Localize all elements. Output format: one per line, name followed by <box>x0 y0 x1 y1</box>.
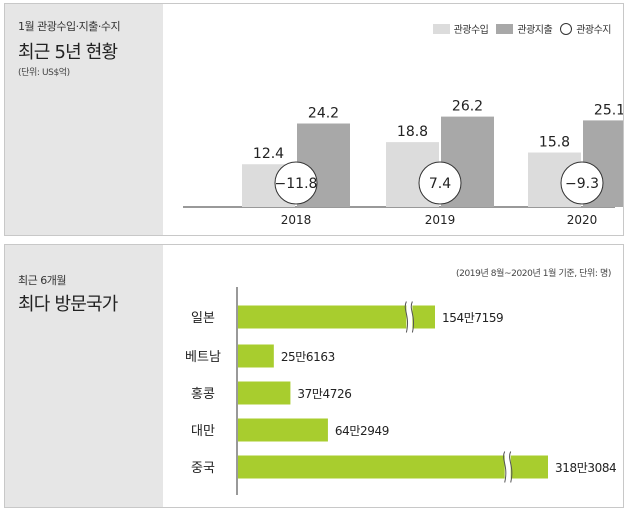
period-note: (2019년 8월~2020년 1월 기준, 단위: 명) <box>456 269 611 279</box>
bar-value-label: 24.2 <box>308 106 339 122</box>
country-bar <box>238 305 435 329</box>
panel-title: 최다 방문국가 <box>18 294 118 315</box>
country-label: 홍콩 <box>191 387 215 402</box>
unit-label: (단위: US$억) <box>18 68 70 78</box>
panel-sidebar: 최근 6개월 최다 방문국가 <box>5 245 163 507</box>
vertical-bar-chart: 12.4 24.2 −11.8 2018 18.8 26.2 7.4 2019 15.8 25.1… <box>183 99 623 227</box>
country-bar <box>238 381 291 405</box>
bar-value-label: 25.1 <box>594 102 623 118</box>
top-visitor-countries-panel: 최근 6개월 최다 방문국가 (2019년 8월~2020년 1월 기준, 단위… <box>4 244 624 508</box>
horizontal-bar-chart: 일본 154만7159 베트남 25만6163 홍콩 37만4726 대만 64만2949 중국… <box>185 287 617 495</box>
country-bar <box>238 455 548 479</box>
legend-item-expense: 관광지출 <box>496 21 553 36</box>
axis-break-gap <box>406 301 413 333</box>
bar-value-label: 15.8 <box>539 134 570 150</box>
bar-value-label: 64만2949 <box>335 424 389 438</box>
axis-break-gap <box>504 451 511 483</box>
bar-value-label: 25만6163 <box>281 350 335 364</box>
legend-item-income: 관광수입 <box>432 21 489 36</box>
axis-break-mark <box>404 301 409 333</box>
balance-circle <box>274 161 318 205</box>
legend-label: 관광수입 <box>453 25 489 36</box>
panel-subtitle: 1월 관광수입·지출·수지 <box>18 20 121 33</box>
balance-circle <box>560 161 604 205</box>
country-label: 일본 <box>191 311 215 326</box>
bar-value-label: 37만4726 <box>297 387 351 401</box>
balance-value-label: 7.4 <box>429 176 451 192</box>
legend-item-balance: 관광수지 <box>560 21 611 36</box>
country-label: 대만 <box>191 424 215 439</box>
balance-value-label: −9.3 <box>565 176 599 192</box>
bar-value-label: 18.8 <box>397 124 428 140</box>
country-label: 베트남 <box>185 350 221 365</box>
x-tick-label: 2019 <box>425 213 456 227</box>
panel-sidebar: 1월 관광수입·지출·수지 최근 5년 현황 (단위: US$억) <box>5 4 163 235</box>
axis-break-mark <box>410 301 415 333</box>
bar-value-label: 26.2 <box>452 99 483 115</box>
circle-icon <box>560 22 573 35</box>
x-tick-label: 2020 <box>567 213 598 227</box>
legend-swatch <box>496 23 514 34</box>
country-bar <box>238 418 328 442</box>
bar-value-label: 12.4 <box>253 146 284 162</box>
axis-break-mark <box>509 451 513 483</box>
chart-legend: 관광수입 관광지출 관광수지 <box>425 21 611 36</box>
legend-label: 관광지출 <box>517 25 553 36</box>
country-bar <box>238 344 274 368</box>
bar-value-label: 154만7159 <box>442 311 503 325</box>
panel-title: 최근 5년 현황 <box>18 42 118 63</box>
balance-circle <box>418 161 462 205</box>
tourism-balance-panel: 1월 관광수입·지출·수지 최근 5년 현황 (단위: US$억) 관광수입 관… <box>4 3 624 236</box>
x-tick-label: 2018 <box>281 213 312 227</box>
balance-value-label: −11.8 <box>275 176 318 192</box>
axis-break-mark <box>503 451 507 483</box>
legend-label: 관광수지 <box>576 25 611 36</box>
legend-swatch <box>432 23 450 34</box>
panel-subtitle: 최근 6개월 <box>18 274 66 287</box>
bar-value-label: 318만3084 <box>555 461 616 475</box>
country-label: 중국 <box>191 461 215 476</box>
